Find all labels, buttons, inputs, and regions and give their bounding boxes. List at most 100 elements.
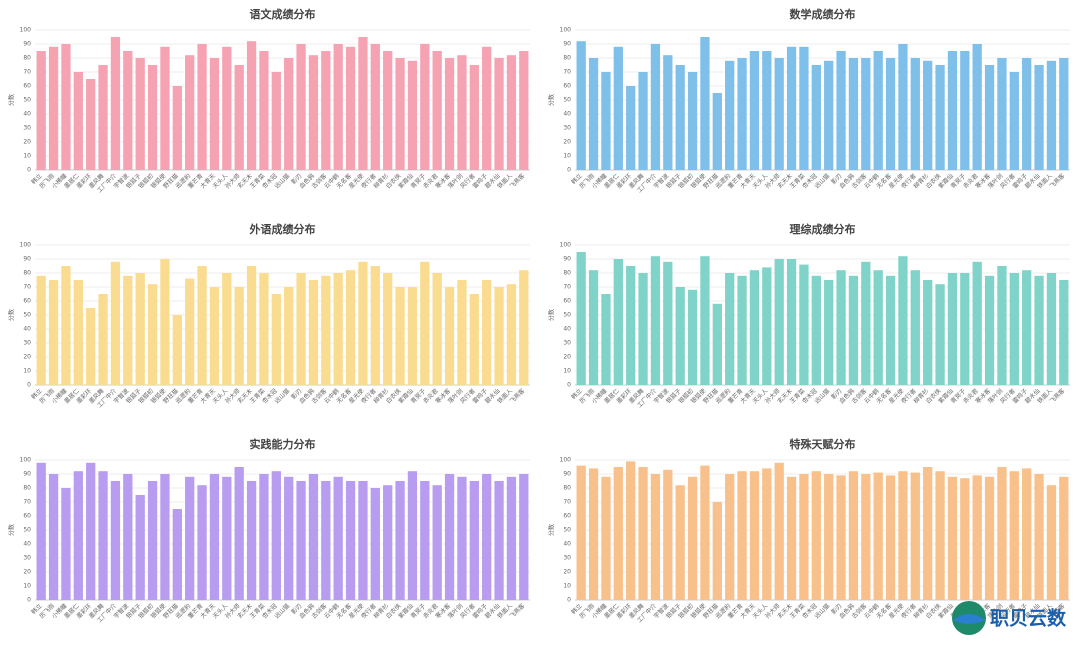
bar — [626, 86, 636, 170]
y-tick-label: 80 — [23, 55, 31, 62]
bar — [457, 280, 467, 385]
y-axis-label: 分数 — [548, 309, 556, 321]
bar — [811, 65, 821, 170]
bar — [799, 474, 809, 600]
bar — [123, 275, 133, 385]
bar — [48, 280, 59, 385]
y-tick-label: 90 — [563, 256, 571, 263]
chart-title: 特殊天赋分布 — [790, 437, 856, 451]
bar — [86, 308, 96, 385]
bar — [1059, 476, 1069, 600]
bar — [910, 270, 920, 385]
bar — [308, 280, 319, 385]
bar — [519, 474, 529, 600]
bar — [898, 44, 908, 170]
bar — [1009, 273, 1019, 385]
bar — [650, 474, 661, 600]
y-tick-label: 0 — [27, 597, 31, 604]
bar — [98, 471, 108, 600]
bar — [663, 469, 673, 600]
bar — [997, 467, 1007, 600]
bar — [36, 462, 46, 600]
bar — [160, 259, 170, 385]
bar — [626, 461, 636, 600]
y-tick-label: 50 — [23, 97, 31, 104]
bar — [147, 481, 158, 600]
bar — [960, 478, 970, 600]
bar — [98, 65, 108, 170]
bar — [271, 471, 281, 600]
bar — [333, 476, 343, 600]
bar — [576, 252, 586, 385]
y-tick-label: 60 — [563, 298, 571, 305]
bar — [420, 44, 430, 170]
bar — [725, 273, 735, 385]
bar — [811, 275, 821, 385]
bar — [444, 474, 455, 600]
bar — [786, 476, 797, 600]
bar — [762, 51, 772, 170]
bar — [638, 467, 648, 600]
bar — [947, 51, 958, 170]
bar — [209, 474, 220, 600]
bar — [457, 476, 467, 600]
bar — [444, 58, 455, 170]
bar — [345, 46, 356, 170]
bar — [383, 485, 393, 600]
bar — [358, 37, 368, 170]
bar — [848, 275, 859, 385]
bar — [613, 259, 623, 385]
bar — [1022, 270, 1032, 385]
bar — [700, 256, 710, 385]
bar — [147, 65, 158, 170]
bar — [296, 44, 306, 170]
bar — [110, 261, 121, 385]
bar — [675, 287, 685, 385]
bar — [861, 261, 871, 385]
bar — [675, 65, 685, 170]
y-tick-label: 100 — [20, 457, 32, 464]
bar — [222, 46, 232, 170]
bar — [519, 270, 529, 385]
bar — [836, 270, 846, 385]
bar — [197, 266, 207, 385]
bar — [1046, 60, 1057, 170]
bar — [749, 51, 760, 170]
y-tick-label: 70 — [563, 69, 571, 76]
y-tick-label: 80 — [23, 270, 31, 277]
bar — [1046, 485, 1057, 600]
chart: 语文成绩分布分数0102030405060708090100韩立厉飞雨小稀瞳墨居… — [8, 7, 530, 194]
bar — [687, 476, 698, 600]
bar — [48, 474, 59, 600]
y-tick-label: 40 — [563, 111, 571, 118]
bar — [482, 280, 492, 385]
bar — [848, 471, 859, 600]
bar — [836, 475, 846, 600]
bar — [271, 294, 281, 385]
bar — [494, 287, 504, 385]
bar — [848, 58, 859, 170]
y-tick-label: 60 — [563, 513, 571, 520]
bar — [308, 55, 319, 171]
bar — [296, 481, 306, 600]
chart: 理综成绩分布分数0102030405060708090100韩立厉飞雨小稀瞳墨居… — [548, 222, 1070, 409]
bar — [284, 58, 294, 170]
bar — [984, 476, 995, 600]
bar — [234, 467, 244, 600]
bar — [712, 303, 722, 385]
bar — [494, 58, 504, 170]
bar — [588, 270, 599, 385]
bar — [284, 287, 294, 385]
y-tick-label: 80 — [23, 485, 31, 492]
bar — [395, 58, 405, 170]
y-tick-label: 50 — [563, 527, 571, 534]
bar — [457, 55, 467, 171]
bar — [407, 287, 418, 385]
y-tick-label: 90 — [23, 471, 31, 478]
bar — [73, 72, 83, 170]
bar — [712, 502, 722, 600]
bar — [123, 51, 133, 170]
bar — [246, 481, 257, 600]
y-axis-label: 分数 — [8, 94, 16, 106]
